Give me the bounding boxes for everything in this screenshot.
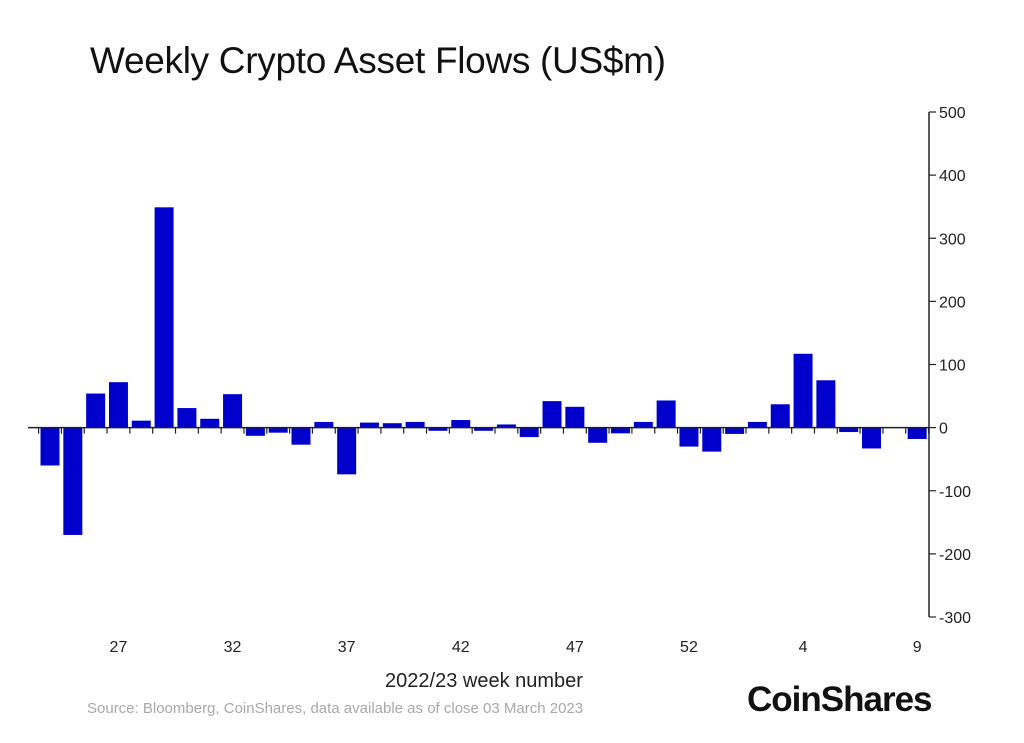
x-axis-label: 2022/23 week number xyxy=(385,670,583,692)
bar-week-28 xyxy=(131,420,151,428)
y-tick-label: 300 xyxy=(939,231,966,248)
bar-week-2 xyxy=(747,421,767,428)
bar-week-36 xyxy=(314,421,334,428)
bar-week-3 xyxy=(770,404,790,428)
y-tick-label: 200 xyxy=(939,294,966,311)
bar-week-40 xyxy=(405,421,425,428)
bar-week-33 xyxy=(245,427,265,436)
bar-week-50 xyxy=(633,421,653,428)
bar-week-5 xyxy=(816,380,836,428)
y-tick-label: -100 xyxy=(939,484,971,501)
y-tick-label: 500 xyxy=(939,105,966,122)
x-tick-label: 4 xyxy=(799,639,808,656)
bar-week-27 xyxy=(108,382,128,428)
bar-week-38 xyxy=(359,422,379,428)
y-tick-label: -200 xyxy=(939,547,971,564)
x-tick-label: 52 xyxy=(680,639,698,656)
chart-title: Weekly Crypto Asset Flows (US$m) xyxy=(90,40,666,81)
bar-week-24 xyxy=(40,427,60,466)
bar-week-32 xyxy=(223,394,243,428)
bar-week-49 xyxy=(611,427,630,434)
bar-week-25 xyxy=(63,427,83,535)
x-tick-label: 42 xyxy=(452,639,470,656)
bar-week-45 xyxy=(519,427,539,438)
bar-week-6 xyxy=(839,427,859,433)
coinshares-logo: CoinShares xyxy=(747,680,932,719)
bar-week-42 xyxy=(451,420,471,428)
bar-week-43 xyxy=(474,427,494,431)
bar-week-53 xyxy=(702,427,722,452)
bar-week-29 xyxy=(154,207,174,428)
x-tick-label: 47 xyxy=(566,639,584,656)
y-tick-label: 100 xyxy=(939,358,966,375)
bar-week-9 xyxy=(907,427,927,439)
bar-week-48 xyxy=(588,427,608,443)
x-tick-label: 9 xyxy=(913,639,922,656)
bar-week-1 xyxy=(725,427,745,434)
bar-week-39 xyxy=(382,423,402,428)
bar-week-7 xyxy=(862,427,882,449)
bar-week-35 xyxy=(291,427,311,445)
bar-week-46 xyxy=(542,401,562,428)
bar-week-34 xyxy=(268,427,288,433)
y-tick-label: 400 xyxy=(939,168,966,185)
x-tick-label: 27 xyxy=(110,639,128,656)
x-tick-label: 32 xyxy=(224,639,242,656)
bar-week-30 xyxy=(177,408,197,428)
bar-week-47 xyxy=(565,406,585,428)
bar-week-31 xyxy=(200,418,220,428)
source-note: Source: Bloomberg, CoinShares, data avai… xyxy=(87,700,584,717)
bar-week-26 xyxy=(86,393,106,428)
bar-week-37 xyxy=(337,427,357,475)
y-tick-label: 0 xyxy=(939,421,948,438)
bar-week-51 xyxy=(656,400,676,428)
bar-week-52 xyxy=(679,427,699,447)
bar-week-41 xyxy=(428,427,448,431)
bar-week-4 xyxy=(793,353,813,428)
bar-week-44 xyxy=(496,424,516,428)
y-tick-label: -300 xyxy=(939,610,971,627)
x-tick-label: 37 xyxy=(338,639,356,656)
